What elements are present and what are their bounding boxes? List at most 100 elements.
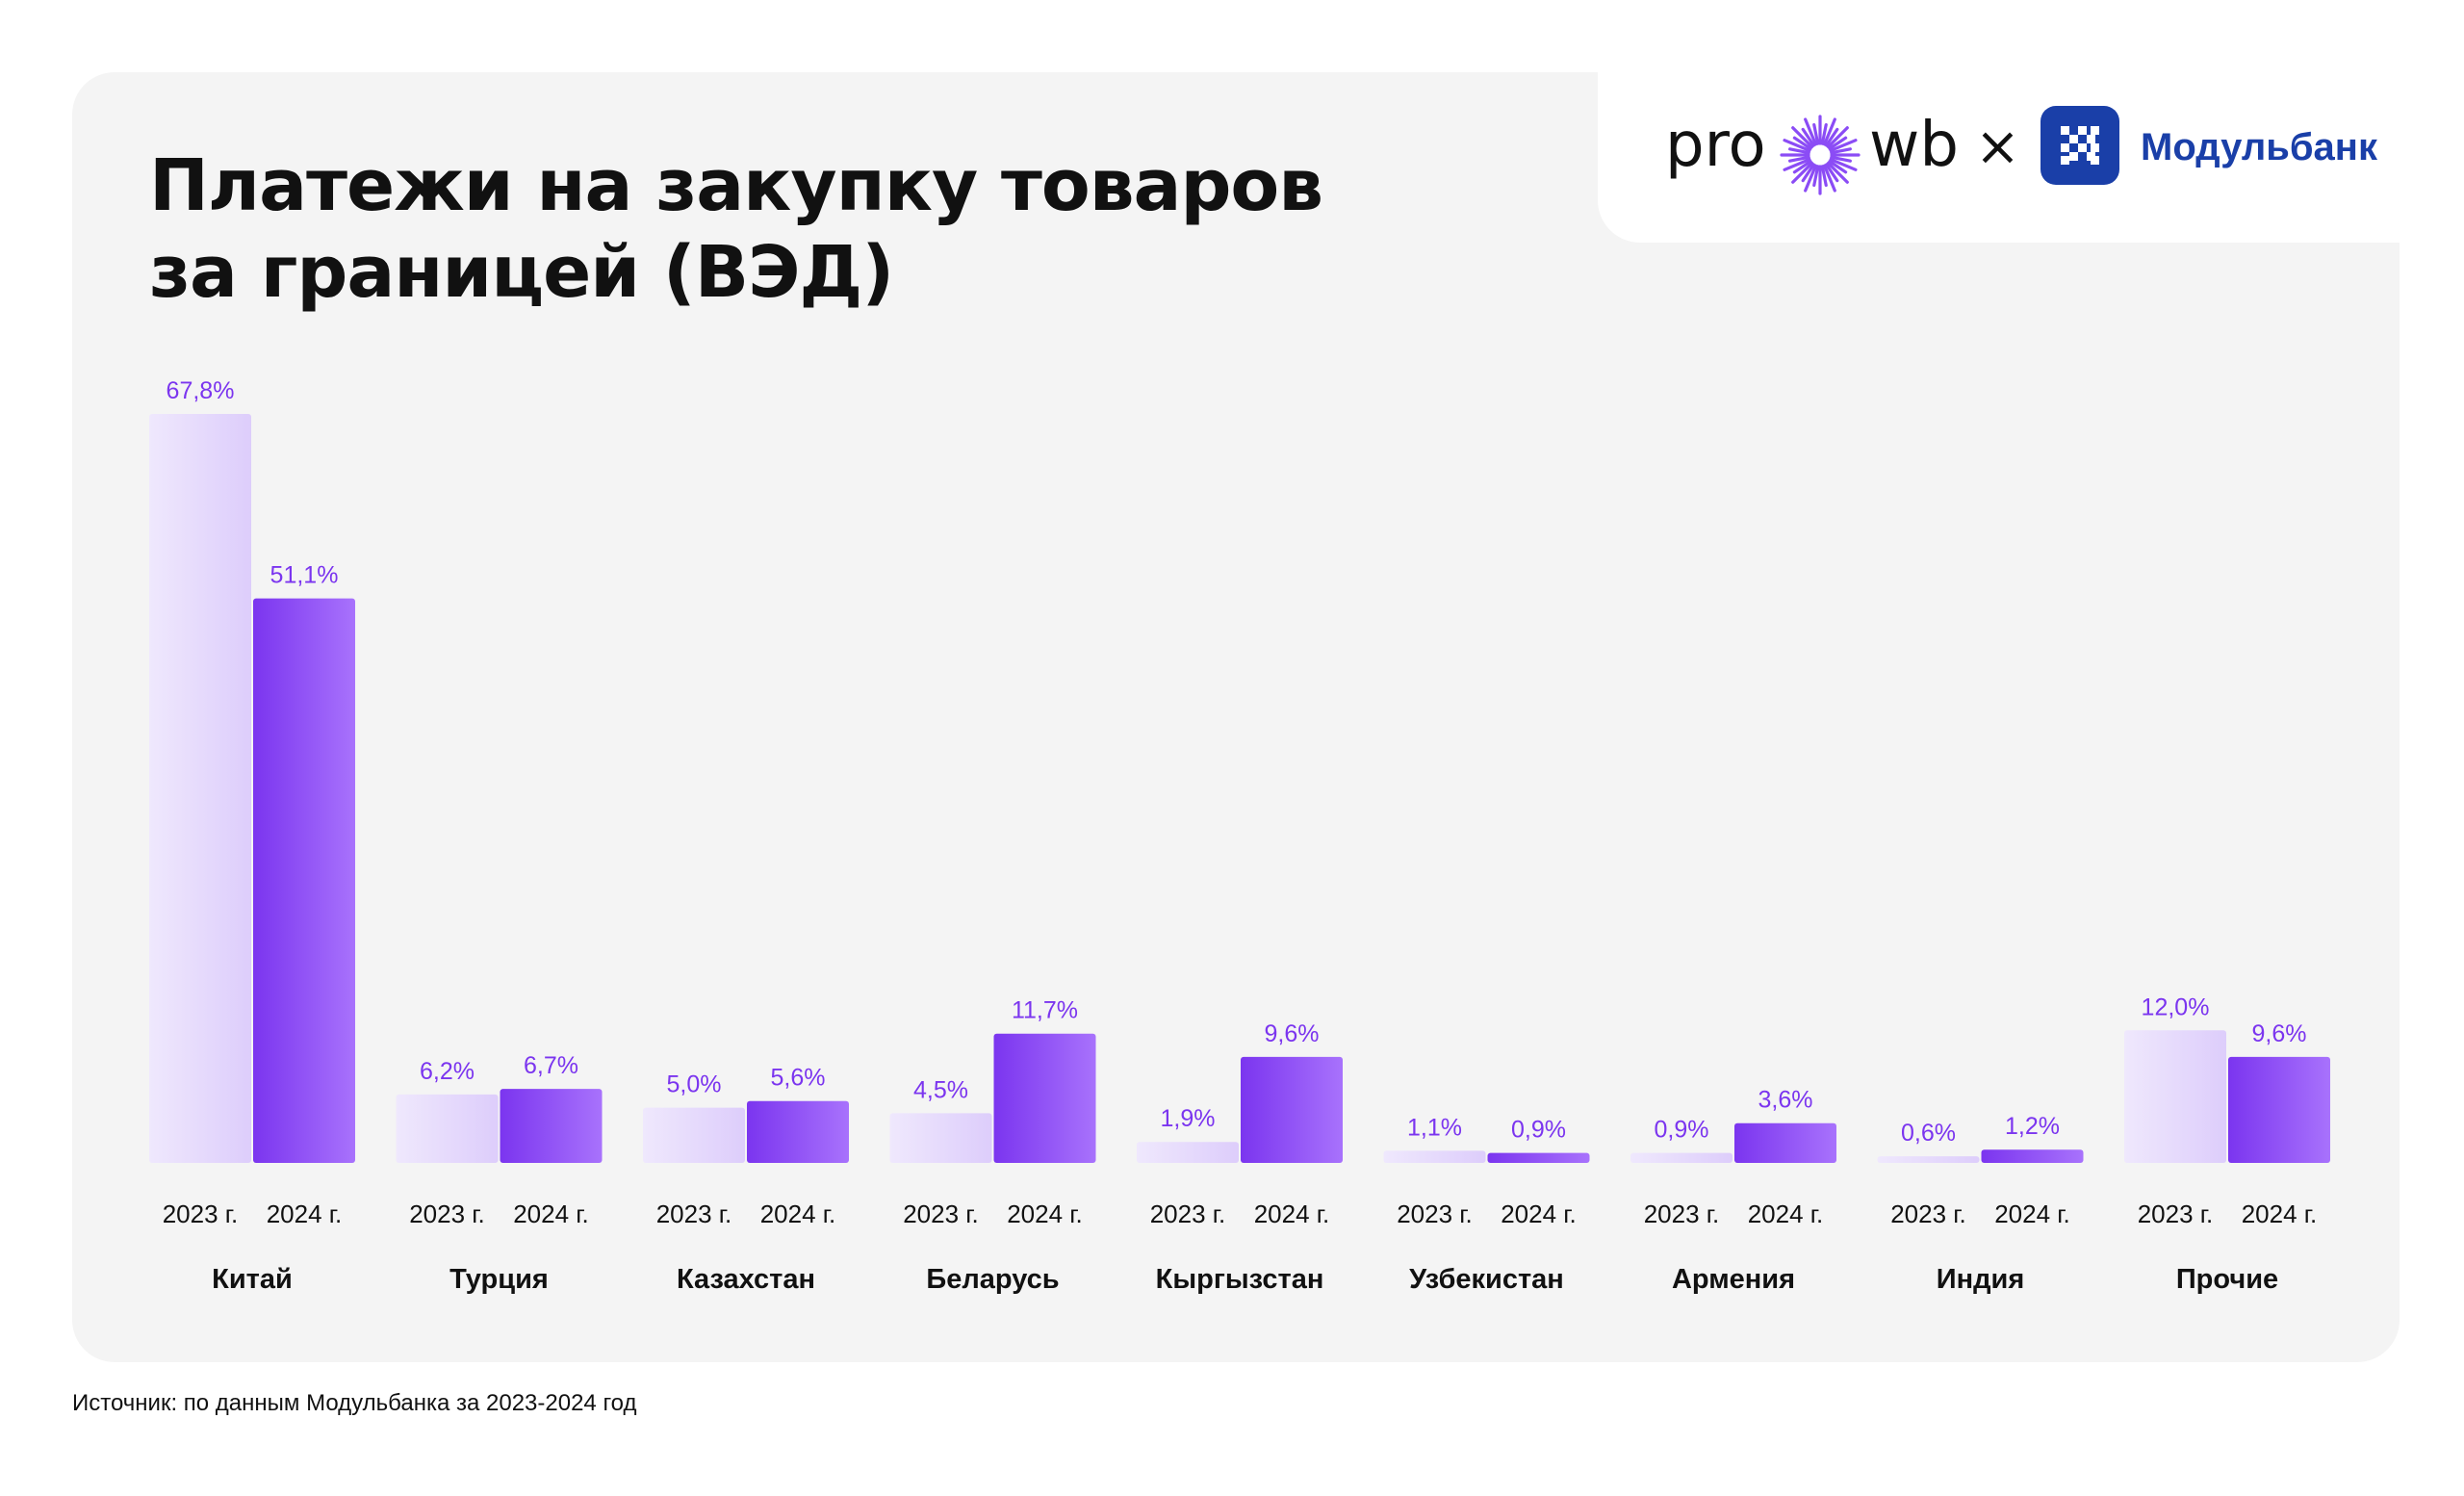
burst-ray [1822, 164, 1836, 193]
category-label: Беларусь [926, 1264, 1059, 1295]
data-label: 3,6% [1758, 1087, 1813, 1114]
year-tick-label: 2023 г. [1890, 1199, 1966, 1228]
year-tick-label: 2023 г. [656, 1199, 732, 1228]
bar-2023 [1137, 1142, 1239, 1163]
burst-ray [1812, 123, 1820, 145]
modulbank-logo-text: Модульбанк [2141, 126, 2377, 168]
burst-ray [1791, 126, 1814, 149]
bar-2023 [396, 1094, 499, 1163]
burst-ray [1825, 163, 1839, 183]
year-tick-label: 2024 г. [1994, 1199, 2070, 1228]
data-label: 11,7% [1012, 997, 1078, 1024]
burst-ray [1826, 126, 1849, 149]
modulbank-logo-icon [2040, 106, 2119, 185]
burst-ray [1826, 161, 1849, 184]
burst-ray [1825, 127, 1839, 147]
burst-ray [1788, 155, 1810, 163]
category-label: Турция [449, 1264, 549, 1295]
year-tick-label: 2024 г. [1254, 1199, 1330, 1228]
year-tick-label: 2024 г. [760, 1199, 836, 1228]
year-tick-label: 2023 г. [409, 1199, 485, 1228]
bar-2024 [500, 1089, 603, 1163]
year-tick-label: 2023 г. [1150, 1199, 1226, 1228]
category-label: Казахстан [677, 1264, 815, 1295]
burst-ray [1829, 157, 1858, 171]
data-label: 0,6% [1901, 1120, 1956, 1147]
chart-title-line-1: Платежи на закупку товаров [149, 144, 1323, 227]
burst-ray [1828, 160, 1848, 174]
prowb-burst-icon [1780, 115, 1861, 195]
bar-2023 [2124, 1030, 2226, 1163]
bar-2024 [1981, 1149, 2084, 1163]
chart-title: Платежи на закупку товаров за границей (… [149, 142, 1323, 316]
category-label: Индия [1937, 1264, 2025, 1295]
data-label: 0,9% [1511, 1117, 1566, 1144]
burst-ray [1801, 127, 1815, 147]
year-tick-label: 2024 г. [1748, 1199, 1824, 1228]
burst-ray [1829, 139, 1858, 153]
burst-ray [1830, 147, 1852, 155]
year-tick-label: 2023 г. [163, 1199, 239, 1228]
chart-title-line-2: за границей (ВЭД) [149, 231, 894, 314]
year-tick-label: 2024 г. [2242, 1199, 2318, 1228]
prowb-logo-wb: wb [1869, 110, 1959, 181]
year-tick-label: 2023 г. [1644, 1199, 1720, 1228]
data-label: 1,9% [1161, 1105, 1216, 1132]
category-label: Китай [212, 1264, 293, 1295]
data-label: 5,6% [771, 1065, 826, 1092]
data-label: 9,6% [1265, 1020, 1320, 1047]
year-tick-label: 2024 г. [513, 1199, 589, 1228]
year-tick-label: 2024 г. [1501, 1199, 1577, 1228]
bar-2024 [993, 1033, 1096, 1163]
burst-ray [1812, 165, 1820, 187]
logo-area [1598, 0, 2464, 243]
bar-2024 [747, 1100, 849, 1163]
burst-ray [1804, 117, 1818, 146]
data-label: 6,7% [524, 1052, 578, 1079]
data-label: 9,6% [2252, 1020, 2307, 1047]
burst-ray [1830, 155, 1852, 163]
category-label: Узбекистан [1409, 1264, 1564, 1295]
bar-2024 [1487, 1152, 1590, 1163]
prowb-logo-pro: pro [1665, 110, 1766, 181]
data-label: 67,8% [167, 377, 235, 404]
source-note: Источник: по данным Модульбанка за 2023-… [72, 1390, 637, 1416]
year-tick-label: 2023 г. [2138, 1199, 2214, 1228]
data-label: 5,0% [667, 1071, 722, 1098]
bar-2023 [1630, 1152, 1732, 1163]
data-label: 51,1% [270, 562, 339, 589]
burst-ray [1822, 117, 1836, 146]
category-label: Армения [1672, 1264, 1795, 1295]
burst-ray [1792, 160, 1812, 174]
year-tick-label: 2023 г. [903, 1199, 979, 1228]
burst-ray [1788, 147, 1810, 155]
burst-ray [1791, 161, 1814, 184]
year-tick-label: 2023 г. [1397, 1199, 1473, 1228]
bar-2024 [1241, 1056, 1343, 1163]
data-label: 4,5% [913, 1076, 968, 1103]
bar-2024 [1734, 1122, 1836, 1163]
data-label: 6,2% [420, 1058, 475, 1085]
data-label: 12,0% [2142, 993, 2210, 1020]
partnership-separator: × [1975, 116, 2020, 178]
bar-2023 [643, 1107, 745, 1163]
burst-ray [1783, 139, 1811, 153]
category-label: Прочие [2176, 1264, 2278, 1295]
year-tick-label: 2024 г. [1007, 1199, 1083, 1228]
bar-2023 [1383, 1150, 1486, 1163]
burst-ray [1804, 164, 1818, 193]
bar-2023 [149, 414, 251, 1163]
data-label: 1,1% [1407, 1114, 1462, 1141]
burst-ray [1783, 157, 1811, 171]
data-label: 1,2% [2005, 1113, 2060, 1140]
bar-2024 [2228, 1056, 2330, 1163]
data-label: 0,9% [1655, 1117, 1709, 1144]
burst-ray [1792, 136, 1812, 150]
bar-2024 [253, 598, 355, 1163]
burst-ray [1801, 163, 1815, 183]
burst-ray [1820, 123, 1828, 145]
bar-2023 [1877, 1156, 1980, 1163]
burst-ray [1828, 136, 1848, 150]
burst-ray [1820, 165, 1828, 187]
